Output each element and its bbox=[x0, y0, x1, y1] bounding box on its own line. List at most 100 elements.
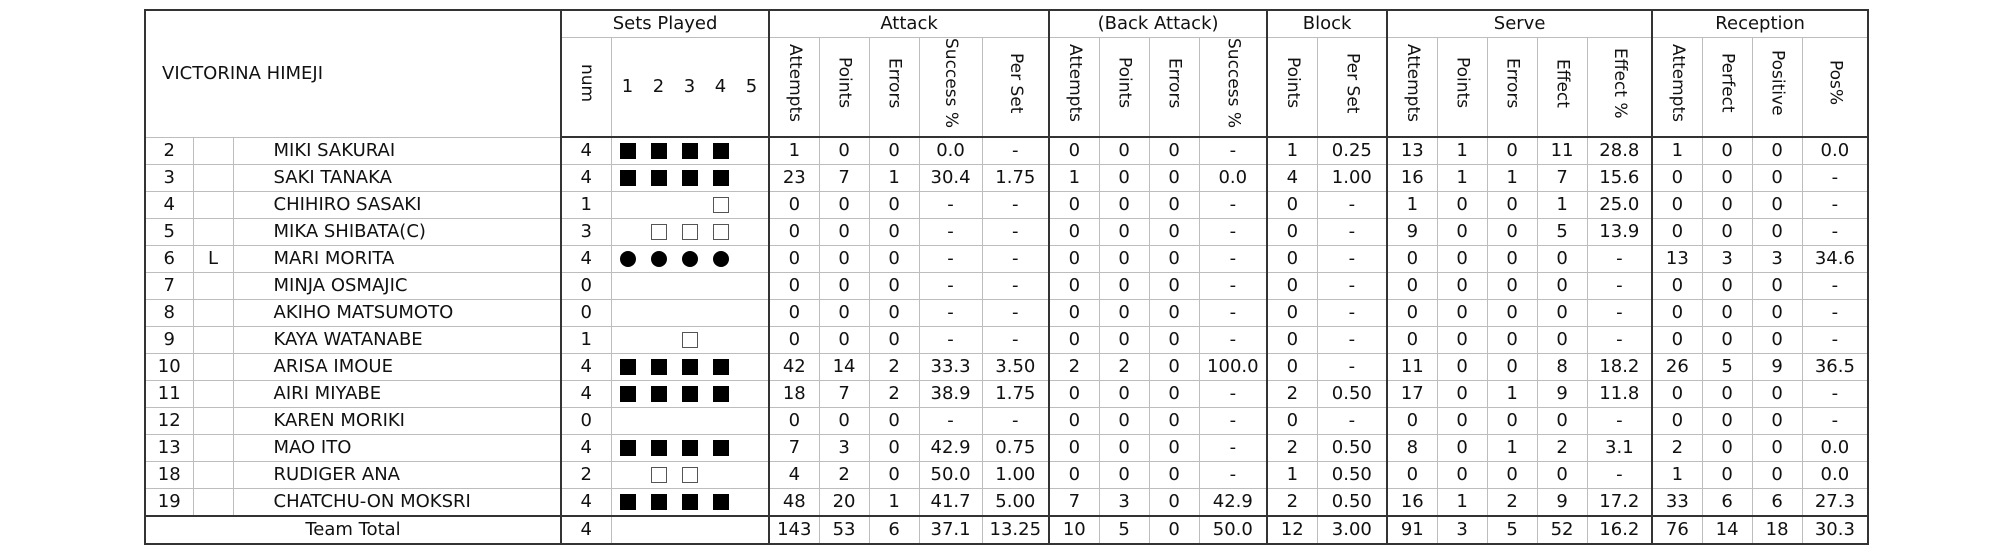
stat-cell: - bbox=[1198, 245, 1269, 273]
player-name: MAO ITO bbox=[232, 434, 563, 462]
team-total-stat: 14 bbox=[1701, 515, 1753, 545]
stat-cell: 0 bbox=[818, 191, 870, 219]
set-3-marker bbox=[681, 224, 698, 240]
set-4-marker bbox=[712, 359, 729, 375]
stat-cell: - bbox=[1198, 299, 1269, 327]
header-attack-per-set: Per Set bbox=[981, 37, 1051, 138]
stat-cell: 0 bbox=[1701, 218, 1753, 246]
player-role bbox=[192, 164, 234, 192]
stat-cell: - bbox=[981, 272, 1051, 300]
set-3-marker bbox=[681, 332, 698, 348]
stat-cell: 0 bbox=[1098, 272, 1150, 300]
stat-cell: 0 bbox=[1148, 353, 1200, 381]
team-total-stat: 16.2 bbox=[1586, 515, 1654, 545]
player-name: RUDIGER ANA bbox=[232, 461, 563, 489]
player-number: 7 bbox=[144, 272, 194, 300]
sets-played-count: 1 bbox=[560, 191, 612, 219]
stat-cell: 2 bbox=[1266, 488, 1318, 517]
team-total-stat: 37.1 bbox=[918, 515, 983, 545]
player-number: 5 bbox=[144, 218, 194, 246]
stat-cell: 2 bbox=[868, 380, 920, 408]
stat-cell: 1 bbox=[1386, 191, 1438, 219]
stat-cell: 0 bbox=[1386, 245, 1438, 273]
set-2-marker bbox=[650, 386, 667, 402]
sets-played-count: 0 bbox=[560, 299, 612, 327]
header-block-per-set: Per Set bbox=[1316, 37, 1389, 138]
set-1-marker bbox=[619, 143, 636, 159]
sets-played-count: 2 bbox=[560, 461, 612, 489]
stat-cell: 50.0 bbox=[918, 461, 983, 489]
sets-played-markers bbox=[610, 164, 771, 192]
stat-cell: 2 bbox=[1266, 434, 1318, 462]
stat-cell: 0 bbox=[1148, 380, 1200, 408]
stat-cell: 0 bbox=[1048, 461, 1100, 489]
stat-cell: 5.00 bbox=[981, 488, 1051, 517]
stat-cell: 0 bbox=[1098, 380, 1150, 408]
stat-cell: 0 bbox=[1098, 245, 1150, 273]
stat-cell: 11.8 bbox=[1586, 380, 1654, 408]
team-total-stat: 143 bbox=[768, 515, 820, 545]
player-role bbox=[192, 218, 234, 246]
sets-played-markers bbox=[610, 380, 771, 408]
header-serve-errors: Errors bbox=[1486, 37, 1538, 138]
player-name: ARISA IMOUE bbox=[232, 353, 563, 381]
header-attack-per-set-label: Per Set bbox=[1005, 52, 1026, 114]
header-block-points: Points bbox=[1266, 37, 1318, 138]
header-serve-attempts: Attempts bbox=[1386, 37, 1438, 138]
set-4-marker bbox=[712, 494, 729, 510]
stat-cell: 0 bbox=[1098, 299, 1150, 327]
team-total-stat: 10 bbox=[1048, 515, 1100, 545]
stat-cell: 0 bbox=[1148, 164, 1200, 192]
stat-cell: - bbox=[1316, 407, 1389, 435]
stat-cell: 0 bbox=[1486, 136, 1538, 165]
player-number: 6 bbox=[144, 245, 194, 273]
stat-cell: 9 bbox=[1536, 488, 1588, 517]
stat-cell: 20 bbox=[818, 488, 870, 517]
stat-cell: - bbox=[1586, 326, 1654, 354]
stat-cell: 0 bbox=[1651, 299, 1703, 327]
stat-cell: 0 bbox=[868, 461, 920, 489]
stat-cell: 0 bbox=[768, 245, 820, 273]
stat-cell: 13.9 bbox=[1586, 218, 1654, 246]
header-attack-errors: Errors bbox=[868, 37, 920, 138]
stat-cell: 0 bbox=[1048, 407, 1100, 435]
header-set-3: 3 bbox=[683, 76, 696, 97]
header-set-4: 4 bbox=[714, 76, 727, 97]
sets-played-count: 4 bbox=[560, 353, 612, 381]
group-serve: Serve bbox=[1386, 9, 1654, 38]
stat-cell: 26 bbox=[1651, 353, 1703, 381]
stat-cell: 0 bbox=[1701, 299, 1753, 327]
player-name: CHIHIRO SASAKI bbox=[232, 191, 563, 219]
stat-cell: 38.9 bbox=[918, 380, 983, 408]
set-4-marker bbox=[712, 440, 729, 456]
stat-cell: 0 bbox=[868, 218, 920, 246]
stat-cell: 3 bbox=[1701, 245, 1753, 273]
header-back-attack-attempts: Attempts bbox=[1048, 37, 1100, 138]
player-number: 4 bbox=[144, 191, 194, 219]
group-sets-played: Sets Played bbox=[560, 9, 771, 38]
stat-cell: - bbox=[981, 299, 1051, 327]
team-total-stat: 6 bbox=[868, 515, 920, 545]
stat-cell: - bbox=[1316, 299, 1389, 327]
stat-cell: - bbox=[918, 407, 983, 435]
stat-cell: 0 bbox=[1536, 272, 1588, 300]
header-reception-perfect-label: Perfect bbox=[1717, 53, 1738, 113]
stat-cell: 0 bbox=[1266, 245, 1318, 273]
stat-cell: 0 bbox=[1651, 407, 1703, 435]
stat-cell: - bbox=[1586, 407, 1654, 435]
set-2-marker bbox=[650, 224, 667, 240]
player-role bbox=[192, 136, 234, 165]
stat-cell: 0 bbox=[1048, 191, 1100, 219]
player-row: 3 SAKI TANAKA 4 23 7 1 30.4 1.75 1 0 0 0.0 4 1.00 16 1 1… bbox=[144, 164, 1870, 192]
stat-cell: 48 bbox=[768, 488, 820, 517]
player-role bbox=[192, 299, 234, 327]
stat-cell: 0 bbox=[818, 272, 870, 300]
set-3-marker bbox=[681, 440, 698, 456]
set-2-marker bbox=[650, 467, 667, 483]
sets-played-markers bbox=[610, 245, 771, 273]
team-total-row: Team Total 4 143 53 6 37.1 13.25 10 5 0 50.0 12 3.00… bbox=[143, 515, 1870, 545]
stat-cell: 0 bbox=[768, 218, 820, 246]
stat-cell: 33.3 bbox=[918, 353, 983, 381]
stat-cell: 0 bbox=[1098, 407, 1150, 435]
stat-cell: 1.00 bbox=[1316, 164, 1389, 192]
